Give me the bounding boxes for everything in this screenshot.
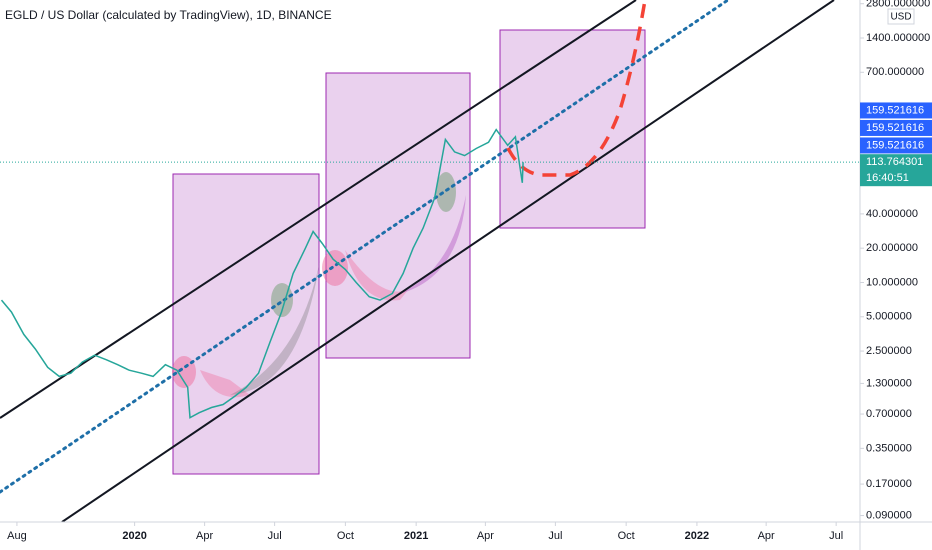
x-tick-label: Jul [829,530,843,542]
cup [345,250,408,301]
drawings [0,0,835,522]
channel-lower [61,0,835,522]
box [499,29,646,229]
price-axis [860,0,932,550]
last-price-badge [860,154,932,187]
x-tick-label: Oct [337,530,354,542]
chart-title: EGLD / US Dollar (calculated by TradingV… [5,8,332,22]
channel-upper [0,0,637,419]
y-tick-label: 0.170000 [866,478,912,490]
box [172,173,320,475]
currency-box [887,8,915,25]
y-tick-label: 700.000000 [866,66,924,78]
cup [395,195,466,295]
y-tick-label: 40.000000 [866,208,918,220]
y-tick-label: 1.300000 [866,377,912,389]
cup [230,260,320,395]
highlight [436,172,456,212]
y-tick-label: 20.000000 [866,242,918,254]
y-tick-label: 0.090000 [866,509,912,521]
currency: USD [890,12,911,23]
x-tick-label: Apr [477,530,494,542]
box [325,72,471,359]
highlight [172,356,196,388]
price-line [0,128,524,419]
x-tick-label: Jul [548,530,562,542]
price-badge [860,137,932,154]
price-badge-label: 159.521616 [866,122,924,134]
price-badge-label: 159.521616 [866,139,924,151]
countdown: 16:40:51 [866,172,909,184]
highlight [322,250,348,286]
x-tick-label: Oct [618,530,635,542]
price-badge [860,119,932,136]
projection [506,0,647,177]
x-tick-label: Aug [7,530,27,542]
channel-mid [0,0,730,494]
cup [200,370,250,398]
y-tick-label: 2.500000 [866,345,912,357]
y-tick-label: 5.000000 [866,311,912,323]
x-tick-label: Apr [758,530,775,542]
y-tick-label: 10.000000 [866,276,918,288]
y-tick-label: 2800.000000 [866,0,930,10]
y-tick-label: 0.700000 [866,408,912,420]
y-tick-label: 0.350000 [866,442,912,454]
x-tick-label: Apr [196,530,213,542]
x-tick-label: 2020 [122,530,146,542]
price-badge [860,102,932,119]
x-tick-label: Jul [268,530,282,542]
last-price-label: 113.764301 [866,156,923,168]
x-tick-label: 2021 [404,530,428,542]
x-tick-label: 2022 [685,530,709,542]
price-badge-label: 159.521616 [866,104,924,116]
y-tick-label: 1400.000000 [866,32,930,44]
